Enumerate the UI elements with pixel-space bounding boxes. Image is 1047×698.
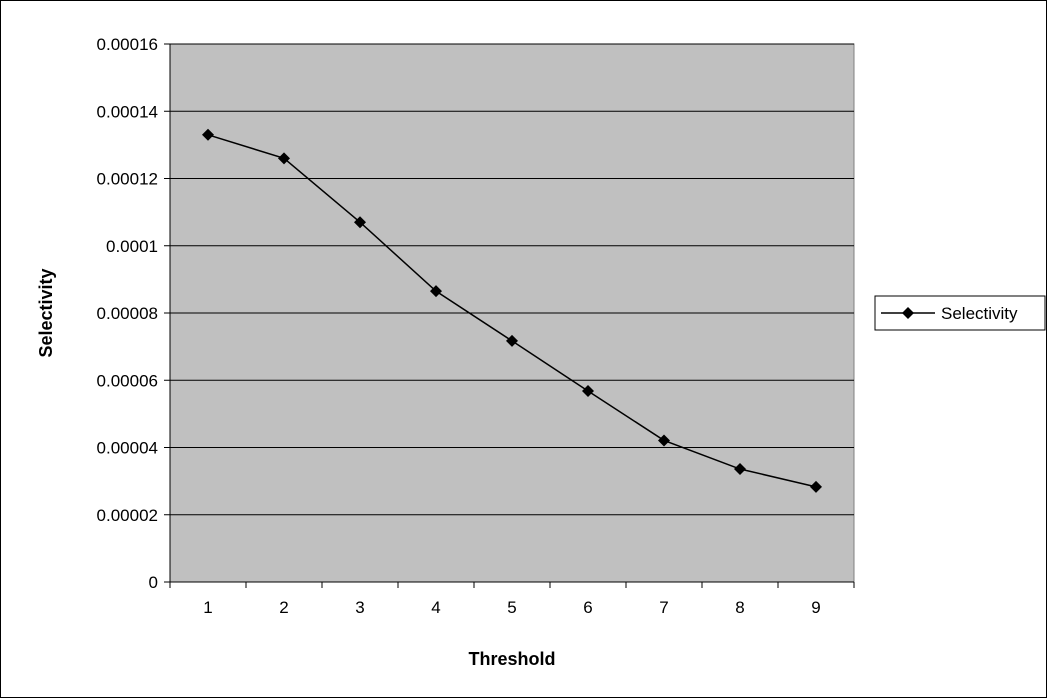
x-tick-label: 9	[811, 598, 820, 617]
legend-label-selectivity: Selectivity	[941, 304, 1018, 323]
x-tick-label: 8	[735, 598, 744, 617]
data-point-marker	[430, 285, 442, 298]
series-selectivity	[202, 128, 822, 493]
data-point-marker	[278, 152, 290, 165]
x-tick-label: 7	[659, 598, 668, 617]
x-tick-label: 5	[507, 598, 516, 617]
y-axis-ticks: 0 0.00002 0.00004 0.00006 0.00008 0.0001 0.000…	[97, 35, 170, 592]
y-tick-label: 0.00016	[97, 35, 158, 54]
x-tick-label: 4	[431, 598, 440, 617]
data-point-marker	[506, 334, 518, 347]
data-point-marker	[734, 463, 746, 476]
legend: Selectivity	[874, 295, 1046, 331]
data-point-marker	[354, 216, 366, 229]
y-tick-label: 0	[149, 573, 158, 592]
y-tick-label: 0.00014	[97, 102, 158, 121]
y-tick-label: 0.00008	[97, 304, 158, 323]
y-tick-label: 0.0001	[106, 237, 158, 256]
x-tick-label: 1	[203, 598, 212, 617]
data-point-marker	[202, 128, 214, 141]
gridlines	[170, 43, 854, 516]
x-tick-label: 6	[583, 598, 592, 617]
x-tick-label: 3	[355, 598, 364, 617]
y-tick-label: 0.00004	[97, 439, 158, 458]
data-point-marker	[810, 480, 822, 493]
x-axis-title: Threshold	[468, 649, 555, 669]
data-point-marker	[582, 385, 594, 398]
data-point-marker	[658, 434, 670, 447]
y-tick-label: 0.00002	[97, 506, 158, 525]
y-axis-title: Selectivity	[36, 268, 56, 357]
y-tick-label: 0.00012	[97, 170, 158, 189]
y-tick-label: 0.00006	[97, 371, 158, 390]
x-axis-ticks: 1 2 3 4 5 6 7 8 9	[169, 582, 855, 617]
x-tick-label: 2	[279, 598, 288, 617]
legend-diamond-marker	[902, 307, 914, 319]
